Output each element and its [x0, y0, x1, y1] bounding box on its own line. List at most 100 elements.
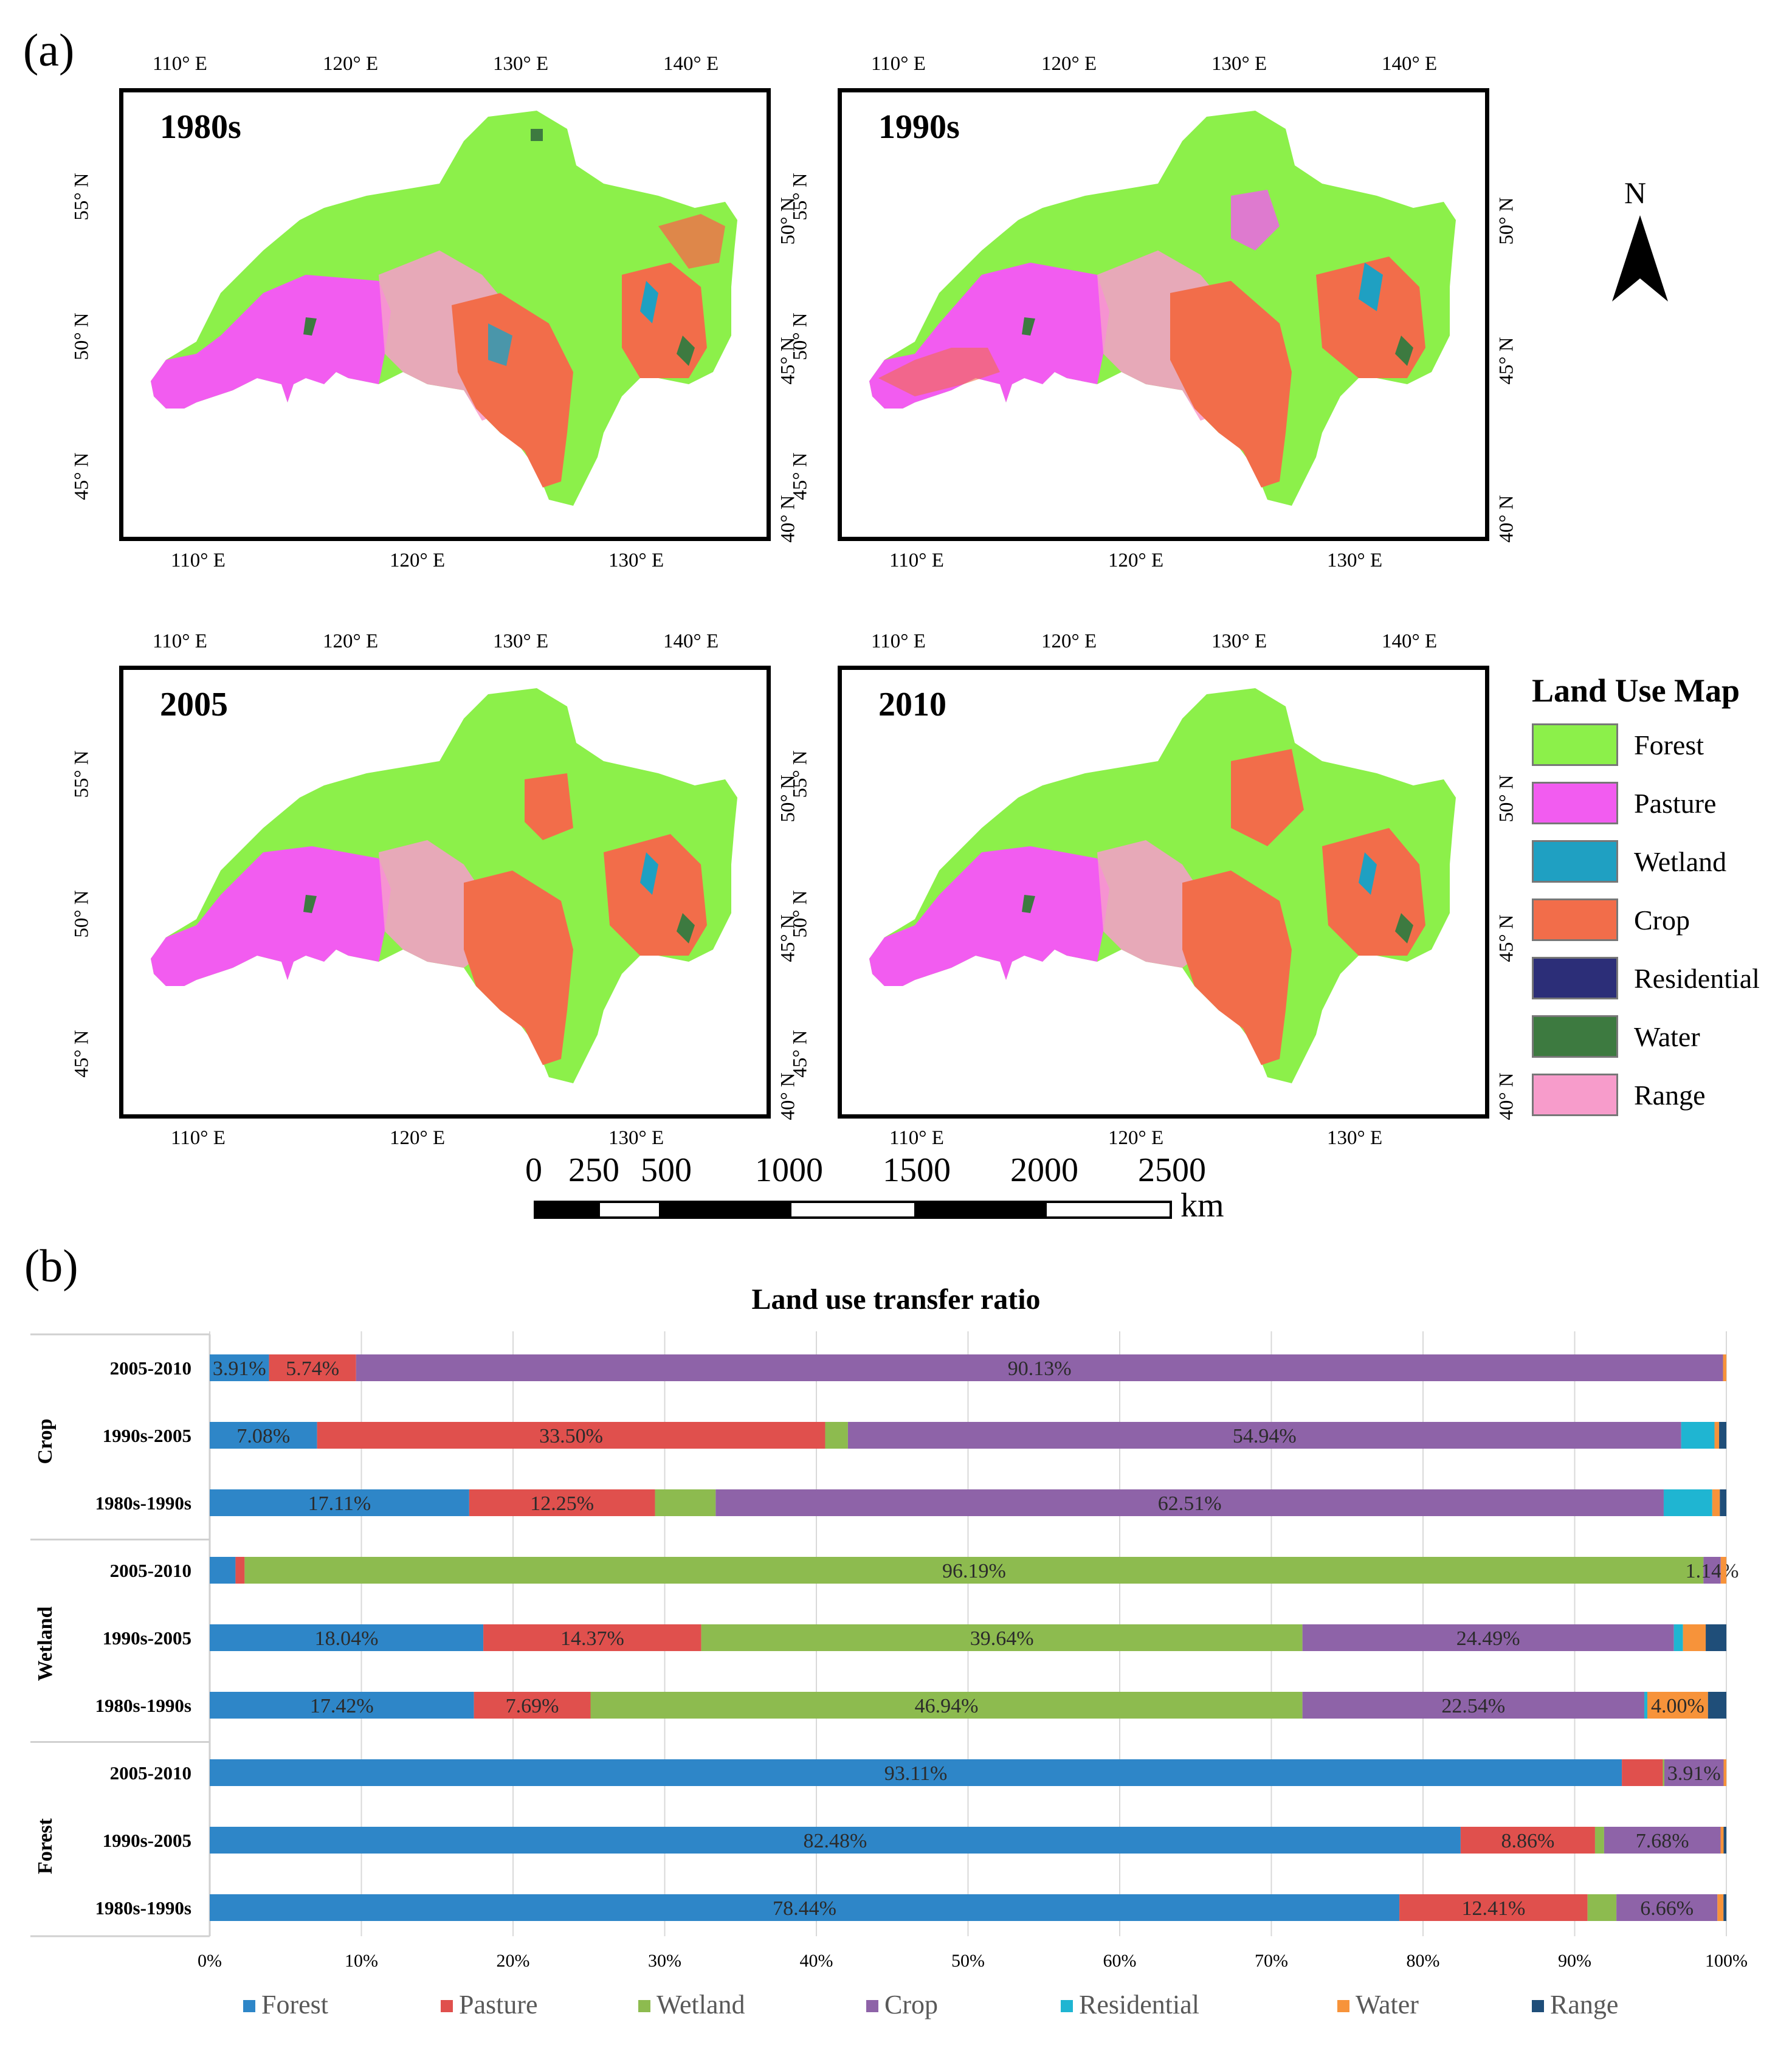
bar-segment [1622, 1759, 1663, 1786]
x-tick-label: 50% [951, 1951, 985, 1971]
map-title: 1990s [878, 108, 960, 146]
legend-swatch [1532, 957, 1618, 999]
group-label: Wetland [34, 1607, 57, 1681]
north-arrow-icon [1612, 215, 1668, 302]
panel-b-label: (b) [24, 1241, 78, 1292]
legend-label: Water [1356, 1990, 1419, 2019]
bar-segment [1399, 1894, 1588, 1921]
tick-label-top: 110° E [871, 630, 926, 652]
bar-segment [1644, 1692, 1648, 1719]
bar-segment [1719, 1422, 1726, 1449]
row-label: 1990s-2005 [103, 1425, 191, 1446]
data-label: 46.94% [915, 1695, 979, 1717]
bar-segment [210, 1692, 474, 1719]
scale-bar-segment [917, 1201, 1044, 1219]
data-label: 12.41% [1461, 1897, 1525, 1920]
legend-swatch [1061, 2000, 1073, 2012]
land-use-map-2010 [869, 688, 1456, 1083]
tick-label-bottom: 130° E [1327, 1127, 1383, 1149]
bar-segment [474, 1692, 591, 1719]
bar-segment [1717, 1894, 1724, 1921]
panel-a-label: (a) [23, 25, 75, 76]
bar-segment [210, 1354, 269, 1381]
tick-label-bottom: 110° E [889, 550, 944, 571]
tick-label-top: 120° E [323, 630, 379, 652]
group-label: Crop [34, 1419, 57, 1464]
tick-label-top: 130° E [493, 630, 549, 652]
x-tick-label: 70% [1255, 1951, 1288, 1971]
bar-segment [701, 1624, 1303, 1651]
tick-label-left: 45° N [789, 452, 812, 500]
bar-segment [1723, 1354, 1726, 1381]
bar-segment [244, 1557, 1704, 1584]
bar-segment [1587, 1894, 1617, 1921]
tick-label-left: 45° N [71, 1030, 93, 1078]
tick-label-top: 110° E [871, 53, 926, 75]
tick-label-right: 40° N [777, 495, 799, 543]
bar-segment [210, 1624, 484, 1651]
legend-swatch [1532, 898, 1618, 941]
land-use-map-2005 [151, 688, 737, 1083]
tick-label-top: 120° E [1041, 630, 1097, 652]
tick-label-top: 120° E [323, 53, 379, 75]
bar-segment [210, 1759, 1622, 1786]
data-label: 12.25% [530, 1492, 594, 1515]
legend-swatch [1532, 1015, 1618, 1058]
bar-segment [235, 1557, 245, 1584]
tick-label-left: 50° N [789, 312, 812, 360]
data-label: 1.14% [1686, 1560, 1739, 1582]
scale-bar-label: 250 [568, 1151, 619, 1189]
legend-item: Residential [1532, 956, 1760, 1001]
tick-label-right: 45° N [1495, 914, 1518, 962]
tick-label-bottom: 130° E [608, 1127, 664, 1149]
legend-swatch [1532, 840, 1618, 883]
bar-segment [1302, 1624, 1674, 1651]
map-2005: 2005 [119, 666, 771, 1119]
bar-segment [210, 1827, 1461, 1854]
data-label: 7.68% [1636, 1830, 1689, 1852]
scale-bar-label: 2500 [1138, 1151, 1206, 1189]
bar-segment [825, 1422, 848, 1449]
bar-segment [1720, 1489, 1726, 1516]
tick-label-top: 110° E [153, 53, 207, 75]
bar-segment [1663, 1489, 1712, 1516]
map-title: 2010 [878, 686, 946, 723]
tick-label-left: 50° N [789, 890, 812, 938]
legend-item: Range [1532, 1072, 1706, 1117]
row-label: 1980s-1990s [95, 1897, 191, 1919]
legend-item: Wetland [1532, 839, 1726, 884]
tick-label-left: 50° N [71, 890, 93, 938]
x-tick-label: 60% [1103, 1951, 1137, 1971]
tick-label-bottom: 130° E [1327, 550, 1383, 571]
row-label: 1980s-1990s [95, 1492, 191, 1514]
data-label: 6.66% [1640, 1897, 1694, 1920]
x-tick-label: 80% [1407, 1951, 1440, 1971]
tick-label-bottom: 120° E [390, 1127, 446, 1149]
data-label: 14.37% [560, 1627, 624, 1650]
data-label: 33.50% [539, 1425, 603, 1447]
bar-segment [1720, 1827, 1724, 1854]
legend-label: Wetland [656, 1990, 745, 2019]
bar-segment [1302, 1692, 1645, 1719]
row-label: 1980s-1990s [95, 1695, 191, 1716]
legend-swatch [1337, 2000, 1349, 2012]
bar-segment [1647, 1692, 1708, 1719]
tick-label-bottom: 110° E [171, 1127, 226, 1149]
tick-label-left: 55° N [789, 173, 812, 221]
bar-segment [1723, 1894, 1726, 1921]
legend-label: Range [1634, 1079, 1706, 1111]
legend-label: Forest [1634, 729, 1704, 760]
legend-swatch [1532, 2000, 1544, 2012]
bar-segment [269, 1354, 356, 1381]
data-label: 24.49% [1456, 1627, 1520, 1650]
chart-title: Land use transfer ratio [751, 1283, 1041, 1316]
data-label: 5.74% [286, 1357, 339, 1380]
x-tick-label: 90% [1558, 1951, 1591, 1971]
row-label: 2005-2010 [110, 1560, 191, 1581]
scale-bar-label: 500 [641, 1151, 692, 1189]
tick-label-right: 40° N [777, 1072, 799, 1120]
x-tick-label: 0% [198, 1951, 222, 1971]
legend-label: Residential [1079, 1990, 1199, 2019]
tick-label-left: 55° N [71, 173, 93, 221]
bar-segment [469, 1489, 655, 1516]
